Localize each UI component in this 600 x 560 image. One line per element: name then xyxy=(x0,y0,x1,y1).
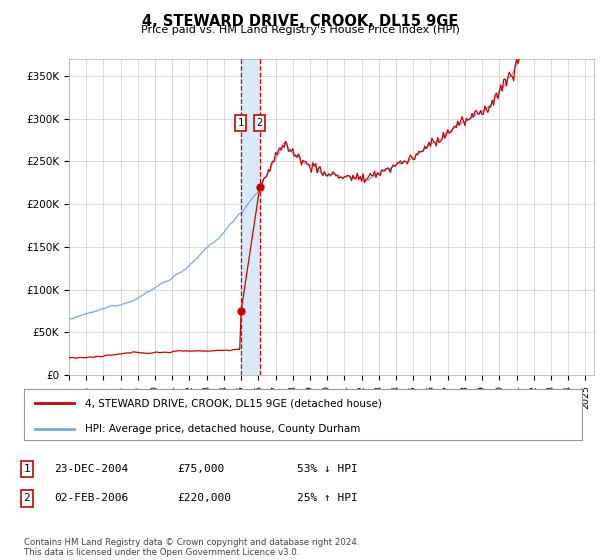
Text: Price paid vs. HM Land Registry's House Price Index (HPI): Price paid vs. HM Land Registry's House … xyxy=(140,25,460,35)
Text: 53% ↓ HPI: 53% ↓ HPI xyxy=(297,464,358,474)
Text: 23-DEC-2004: 23-DEC-2004 xyxy=(54,464,128,474)
Text: 2: 2 xyxy=(257,118,263,128)
Bar xyxy=(241,59,260,375)
Text: Contains HM Land Registry data © Crown copyright and database right 2024.
This d: Contains HM Land Registry data © Crown c… xyxy=(24,538,359,557)
Text: HPI: Average price, detached house, County Durham: HPI: Average price, detached house, Coun… xyxy=(85,423,361,433)
Text: 4, STEWARD DRIVE, CROOK, DL15 9GE (detached house): 4, STEWARD DRIVE, CROOK, DL15 9GE (detac… xyxy=(85,398,382,408)
Text: 2: 2 xyxy=(23,493,31,503)
Text: 1: 1 xyxy=(238,118,244,128)
Text: £220,000: £220,000 xyxy=(177,493,231,503)
Text: 4, STEWARD DRIVE, CROOK, DL15 9GE: 4, STEWARD DRIVE, CROOK, DL15 9GE xyxy=(142,14,458,29)
Text: 1: 1 xyxy=(23,464,31,474)
Text: 02-FEB-2006: 02-FEB-2006 xyxy=(54,493,128,503)
Text: £75,000: £75,000 xyxy=(177,464,224,474)
Text: 25% ↑ HPI: 25% ↑ HPI xyxy=(297,493,358,503)
